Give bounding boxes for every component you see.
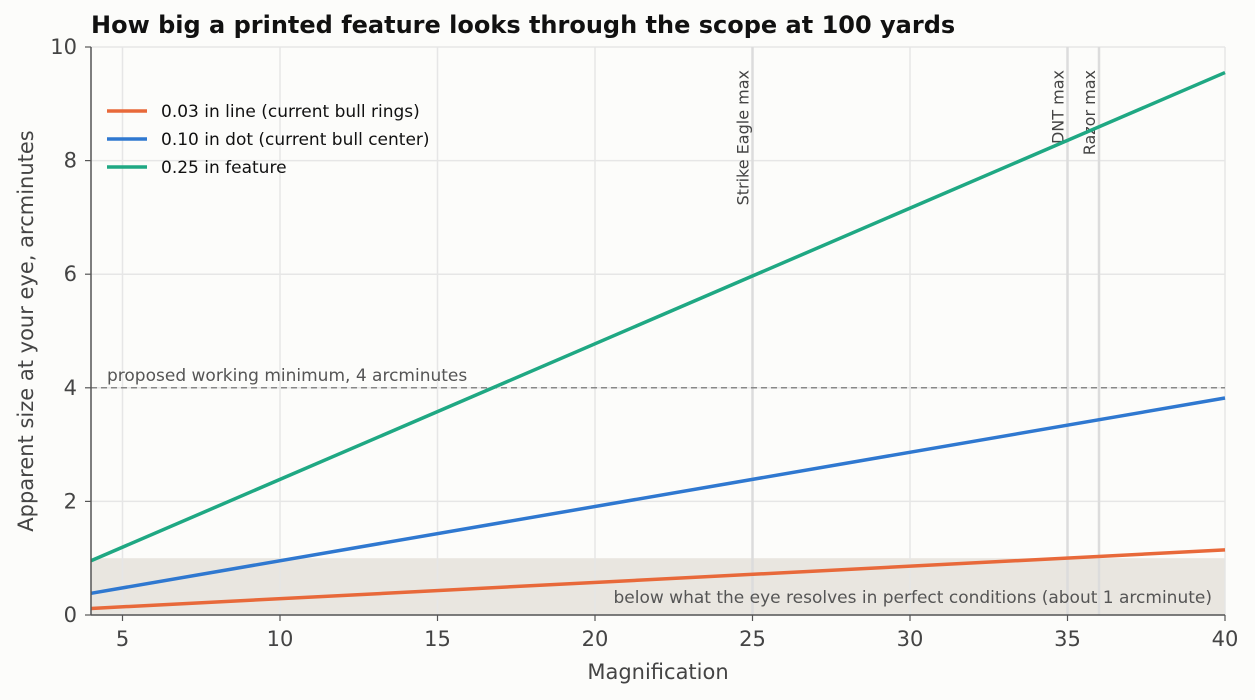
x-tick-label: 15 bbox=[424, 627, 451, 651]
series-line bbox=[90, 396, 1226, 596]
legend-label: 0.25 in feature bbox=[161, 158, 287, 178]
y-tick-label: 0 bbox=[64, 603, 77, 627]
series-line bbox=[90, 70, 1226, 563]
reference-line-label: proposed working minimum, 4 arcminutes bbox=[107, 366, 467, 386]
vertical-marker-label: Razor max bbox=[1080, 70, 1099, 155]
x-tick-label: 35 bbox=[1054, 627, 1081, 651]
x-tick-label: 30 bbox=[897, 627, 924, 651]
legend-label: 0.10 in dot (current bull center) bbox=[161, 130, 430, 150]
x-tick-label: 5 bbox=[116, 627, 129, 651]
y-axis-label: Apparent size at your eye, arcminutes bbox=[14, 130, 38, 531]
vertical-marker-label: DNT max bbox=[1049, 70, 1068, 144]
x-tick-label: 40 bbox=[1212, 627, 1239, 651]
y-tick-label: 10 bbox=[50, 35, 77, 59]
x-tick-label: 20 bbox=[582, 627, 609, 651]
chart-title: How big a printed feature looks through … bbox=[91, 11, 955, 39]
series-line bbox=[90, 548, 1226, 611]
x-tick-label: 25 bbox=[739, 627, 766, 651]
legend-label: 0.03 in line (current bull rings) bbox=[161, 102, 420, 122]
y-tick-label: 6 bbox=[64, 262, 77, 286]
y-tick-label: 2 bbox=[64, 489, 77, 513]
y-tick-label: 4 bbox=[64, 376, 77, 400]
vertical-marker-label: Strike Eagle max bbox=[734, 70, 753, 205]
x-axis-label: Magnification bbox=[587, 660, 728, 684]
y-tick-label: 8 bbox=[64, 149, 77, 173]
band-label: below what the eye resolves in perfect c… bbox=[613, 588, 1212, 608]
x-tick-label: 10 bbox=[267, 627, 294, 651]
